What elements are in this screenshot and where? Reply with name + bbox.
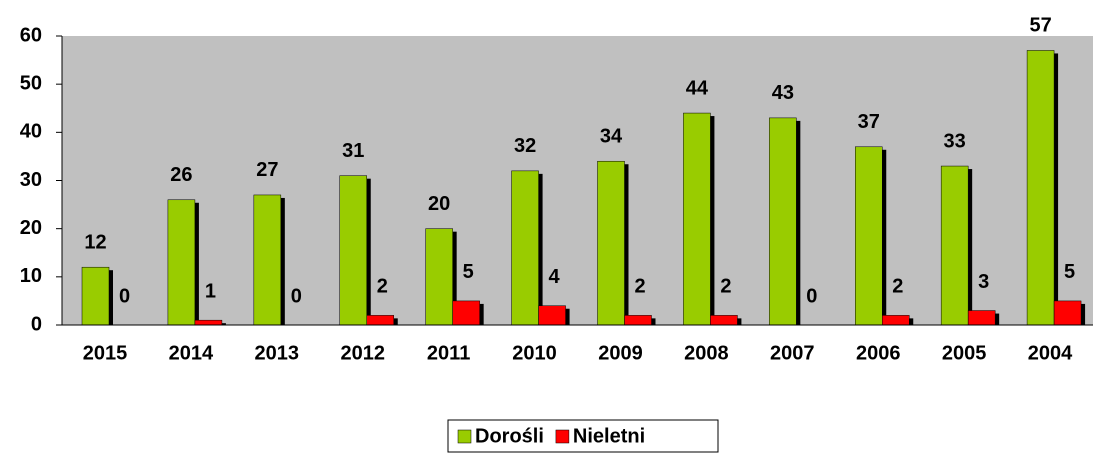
bar [339,175,367,326]
x-tick-label: 2015 [83,342,128,364]
bar [855,146,883,326]
value-label: 2 [634,276,645,298]
bar [683,112,711,326]
bar [597,160,625,326]
x-tick-label: 2008 [684,342,729,364]
bar [366,315,394,326]
value-label: 5 [1064,261,1075,283]
value-label: 5 [463,261,474,283]
x-tick-label: 2007 [770,342,815,364]
bar [538,305,566,326]
bar [710,315,738,326]
x-tick-label: 2010 [512,342,557,364]
value-label: 2 [720,276,731,298]
value-label: 37 [858,111,880,133]
legend-label: Nieletni [573,425,645,447]
bar [167,199,196,326]
bar [1053,300,1082,326]
bar [882,315,910,326]
value-label: 57 [1029,15,1051,37]
value-label: 12 [84,231,106,253]
y-tick-label: 60 [20,24,42,46]
value-label: 4 [549,266,561,288]
legend-swatch [555,429,570,444]
value-label: 26 [170,164,192,186]
x-tick-label: 2009 [598,342,643,364]
x-tick-label: 2006 [856,342,901,364]
value-label: 31 [342,140,364,162]
y-tick-label: 40 [20,121,42,143]
bar [194,319,223,326]
value-label: 27 [256,159,278,181]
x-tick-label: 2014 [169,342,214,364]
x-tick-label: 2011 [427,342,470,364]
x-tick-label: 2004 [1028,342,1073,364]
value-label: 44 [686,77,709,99]
y-tick-label: 0 [31,313,42,335]
plot-area [62,36,1093,325]
bar [769,117,797,326]
value-label: 34 [600,126,623,148]
value-label: 20 [428,193,450,215]
x-tick-label: 2013 [255,342,300,364]
value-label: 3 [978,271,989,293]
value-label: 0 [291,285,302,307]
value-label: 2 [377,276,388,298]
legend-label: Dorośli [475,425,544,447]
legend: Dorośli Nieletni [447,419,719,453]
bar [253,194,282,326]
y-tick-label: 30 [20,169,42,191]
y-tick-label: 50 [20,72,42,94]
value-label: 1 [205,280,216,302]
x-tick-label: 2012 [340,342,385,364]
value-label: 33 [944,130,966,152]
bar [967,310,996,326]
bar [425,228,453,326]
value-label: 2 [892,276,903,298]
bar [940,165,969,326]
legend-box [447,419,719,453]
bar [452,300,480,326]
y-tick-label: 20 [20,217,42,239]
legend-swatch [457,429,472,444]
x-tick-label: 2005 [942,342,987,364]
bar [511,170,539,326]
bar [81,266,110,326]
value-label: 0 [119,285,130,307]
bar [1026,50,1055,326]
value-label: 0 [806,285,817,307]
y-tick-label: 10 [20,265,42,287]
bar [624,315,652,326]
value-label: 32 [514,135,536,157]
value-label: 43 [772,82,794,104]
